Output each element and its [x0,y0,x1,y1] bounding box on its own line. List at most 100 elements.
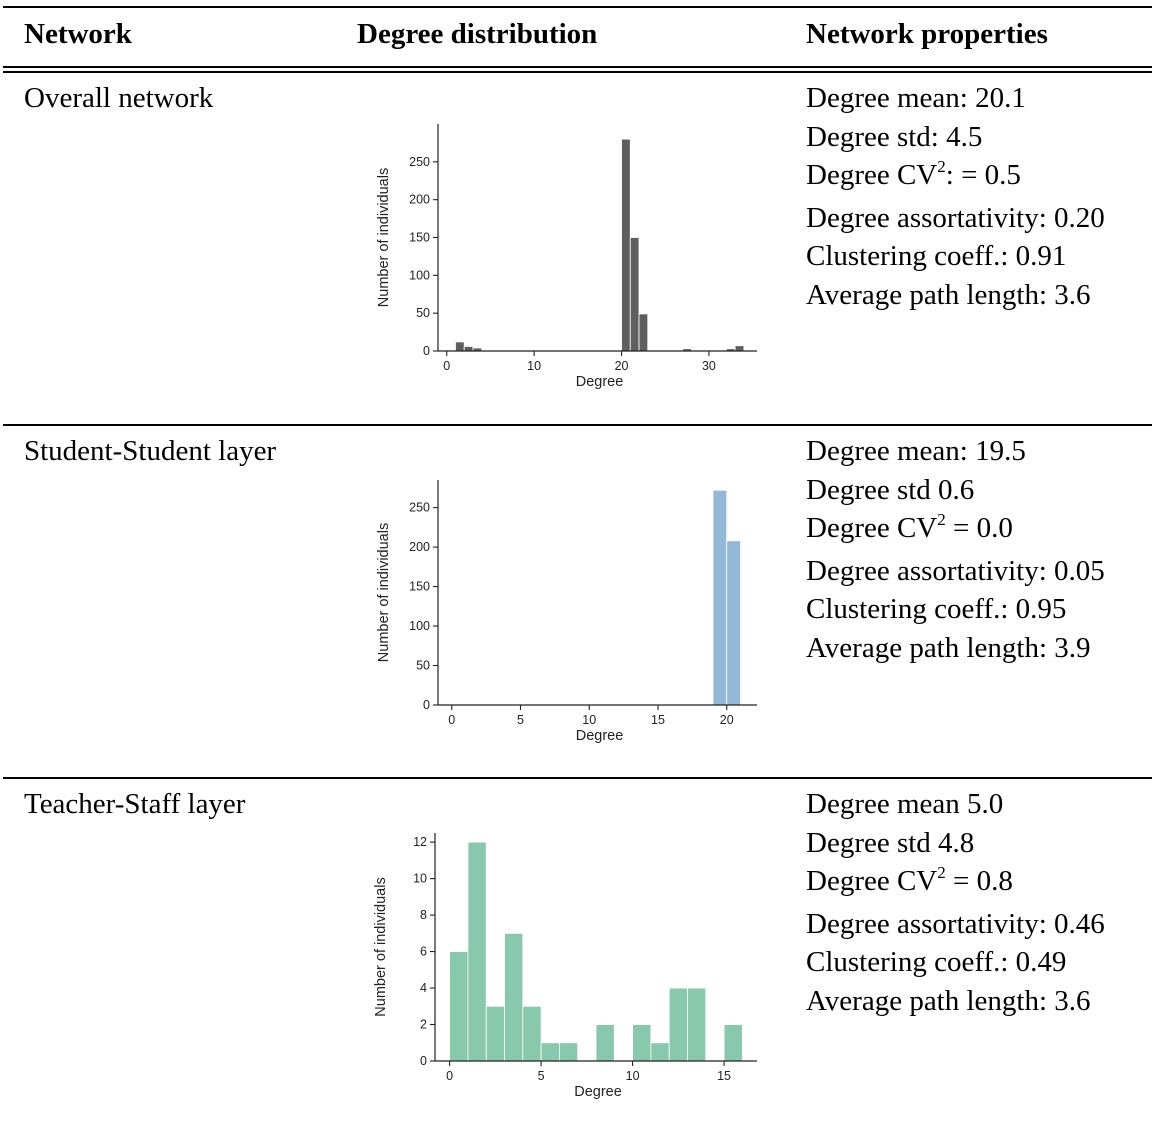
prop-cv-label: Degree CV [806,159,938,191]
prop-path-length: Average path length: 3.6 [806,278,1091,311]
histogram-bar [629,237,640,352]
y-tick-label: 12 [413,835,427,849]
x-tick-label: 10 [527,359,541,373]
histogram-bar [632,1024,652,1062]
prop-assortativity: Degree assortativity: 0.20 [806,201,1105,234]
histogram-bar [540,1042,560,1062]
header-rule-upper [3,66,1152,68]
x-tick-label: 0 [443,359,450,373]
y-tick-label: 50 [416,306,430,320]
prop-degree-cv2: Degree CV2: = 0.5 [806,156,1105,199]
prop-cv-label: Degree CV [806,865,938,897]
prop-cv-sup: 2 [937,510,946,529]
prop-degree-std: Degree std 0.6 [806,473,975,506]
properties-student: Degree mean: 19.5 Degree std 0.6 Degree … [806,432,1105,667]
x-tick-label: 20 [720,713,734,727]
x-tick-label: 10 [626,1069,640,1083]
y-tick-label: 250 [409,501,430,515]
header-degree-distribution: Degree distribution [357,18,598,50]
x-tick-label: 20 [615,359,629,373]
histogram-bar [504,932,524,1062]
y-axis-label: Number of individuals [376,523,392,662]
histogram-bar [668,987,688,1062]
prop-cv-value: : = 0.5 [945,159,1021,191]
y-axis-label: Number of individuals [376,168,392,307]
histogram-bar [485,1005,505,1062]
histogram-bar [595,1024,615,1062]
y-tick-label: 0 [423,344,430,358]
prop-degree-cv2: Degree CV2 = 0.8 [806,862,1105,905]
x-axis-label: Degree [576,728,624,744]
y-tick-label: 100 [409,268,430,282]
histogram-bar [559,1042,579,1062]
x-tick-label: 5 [538,1069,545,1083]
prop-clustering: Clustering coeff.: 0.91 [806,240,1067,272]
y-tick-label: 200 [409,540,430,554]
x-tick-label: 0 [446,1069,453,1083]
row-rule-2 [3,777,1152,779]
y-tick-label: 4 [420,981,427,995]
histogram-bar [687,987,707,1062]
x-tick-label: 15 [651,713,665,727]
prop-degree-std: Degree std 4.8 [806,826,975,859]
prop-degree-mean: Degree mean: 20.1 [806,82,1026,114]
prop-degree-std: Degree std: 4.5 [806,120,983,153]
x-tick-label: 5 [517,713,524,727]
row-rule-1 [3,424,1152,426]
histogram-bar [621,138,631,352]
histogram-bar [682,348,692,352]
prop-cv-value: = 0.8 [945,865,1013,897]
y-tick-label: 10 [413,872,427,886]
y-tick-label: 150 [409,231,430,245]
histogram-bar [726,540,741,706]
chart-overall: 0 50 100 150 200 250 0 10 20 30 Degree Number of in… [376,124,757,390]
prop-path-length: Average path length: 3.9 [806,631,1091,664]
histogram-bar [723,1024,743,1062]
chart-student: 0 50 100 150 200 250 0 5 10 15 20 Degree Number of i… [376,480,757,744]
y-tick-label: 6 [420,945,427,959]
properties-overall: Degree mean: 20.1 Degree std: 4.5 Degree… [806,79,1105,314]
prop-path-length: Average path length: 3.6 [806,984,1091,1017]
histogram-bar [712,489,728,706]
prop-clustering: Clustering coeff.: 0.95 [806,593,1067,625]
histogram-bar [650,1042,670,1062]
histogram-bar [647,349,657,352]
prop-assortativity: Degree assortativity: 0.05 [806,554,1105,587]
histogram-bar [726,348,736,352]
x-tick-label: 30 [702,359,716,373]
row-name-student: Student-Student layer [24,435,277,467]
prop-degree-mean: Degree mean: 19.5 [806,435,1026,467]
histogram-bar [449,951,469,1062]
prop-degree-mean: Degree mean 5.0 [806,788,1004,820]
prop-degree-cv2: Degree CV2 = 0.0 [806,509,1105,552]
x-axis-label: Degree [576,374,624,390]
prop-clustering: Clustering coeff.: 0.49 [806,946,1067,978]
header-network-properties: Network properties [806,18,1048,50]
histogram-bar [472,347,483,352]
x-tick-label: 15 [717,1069,731,1083]
top-rule [3,6,1152,8]
y-tick-label: 2 [420,1018,427,1032]
prop-assortativity: Degree assortativity: 0.46 [806,907,1105,940]
y-axis-label: Number of individuals [373,877,389,1016]
x-tick-label: 10 [582,713,596,727]
histogram-bar [467,841,487,1062]
row-name-teacher: Teacher-Staff layer [24,788,246,820]
x-tick-label: 0 [448,713,455,727]
properties-teacher: Degree mean 5.0 Degree std 4.8 Degree CV… [806,785,1105,1020]
x-axis-label: Degree [574,1084,622,1100]
y-tick-label: 200 [409,193,430,207]
y-tick-label: 150 [409,580,430,594]
y-tick-label: 0 [420,1054,427,1068]
prop-cv-value: = 0.0 [945,512,1013,544]
y-tick-label: 100 [409,619,430,633]
histogram-bar [455,341,465,352]
y-tick-label: 250 [409,155,430,169]
histogram-bar [734,345,745,352]
y-tick-label: 8 [420,908,427,922]
histogram-bar [638,313,649,352]
histogram-bar [522,1005,542,1062]
prop-cv-sup: 2 [937,863,946,882]
prop-cv-sup: 2 [937,157,946,176]
prop-cv-label: Degree CV [806,512,938,544]
